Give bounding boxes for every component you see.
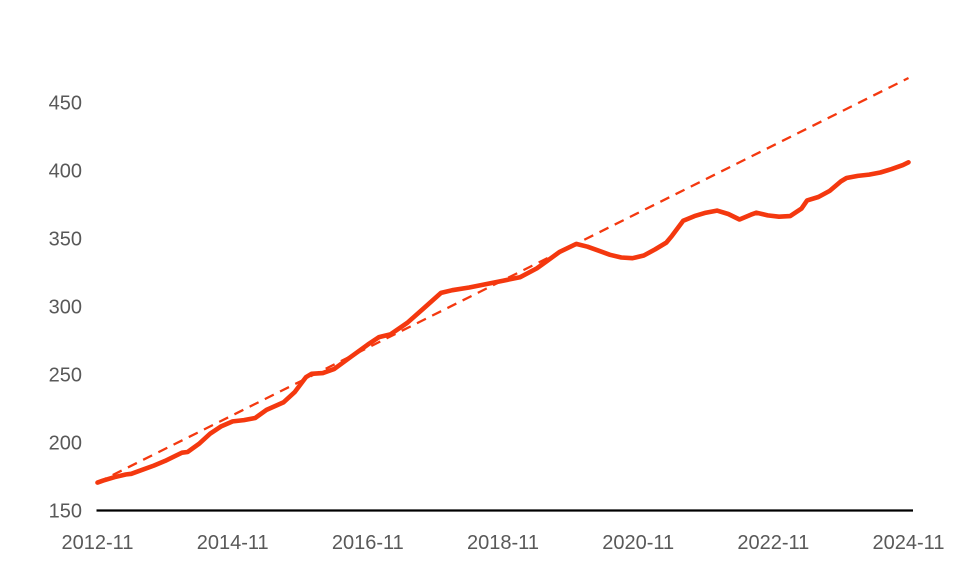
y-tick-label: 400 [49, 161, 82, 183]
y-tick-label: 300 [49, 297, 82, 319]
x-tick-label: 2022-11 [737, 532, 809, 554]
x-tick-label: 2024-11 [873, 532, 945, 554]
y-tick-label: 450 [49, 93, 82, 115]
x-tick-label: 2016-11 [332, 532, 404, 554]
y-tick-label: 150 [49, 501, 82, 523]
series-linear-trend-line [96, 76, 910, 484]
y-tick-label: 350 [49, 229, 82, 251]
x-tick-label: 2012-11 [62, 532, 134, 554]
x-axis-labels: 2012-11 2014-11 2016-11 2018-11 2020-11 2022-… [62, 509, 945, 554]
x-tick-label: 2018-11 [467, 532, 539, 554]
x-tick-label: 2020-11 [602, 532, 674, 554]
y-axis-labels: 150 200 250 300 350 400 450 [49, 93, 82, 523]
y-tick-label: 200 [49, 433, 82, 455]
series-observed-values-line [95, 160, 911, 485]
series-lines [95, 76, 911, 485]
y-tick-label: 250 [49, 365, 82, 387]
x-tick-label: 2014-11 [197, 532, 269, 554]
